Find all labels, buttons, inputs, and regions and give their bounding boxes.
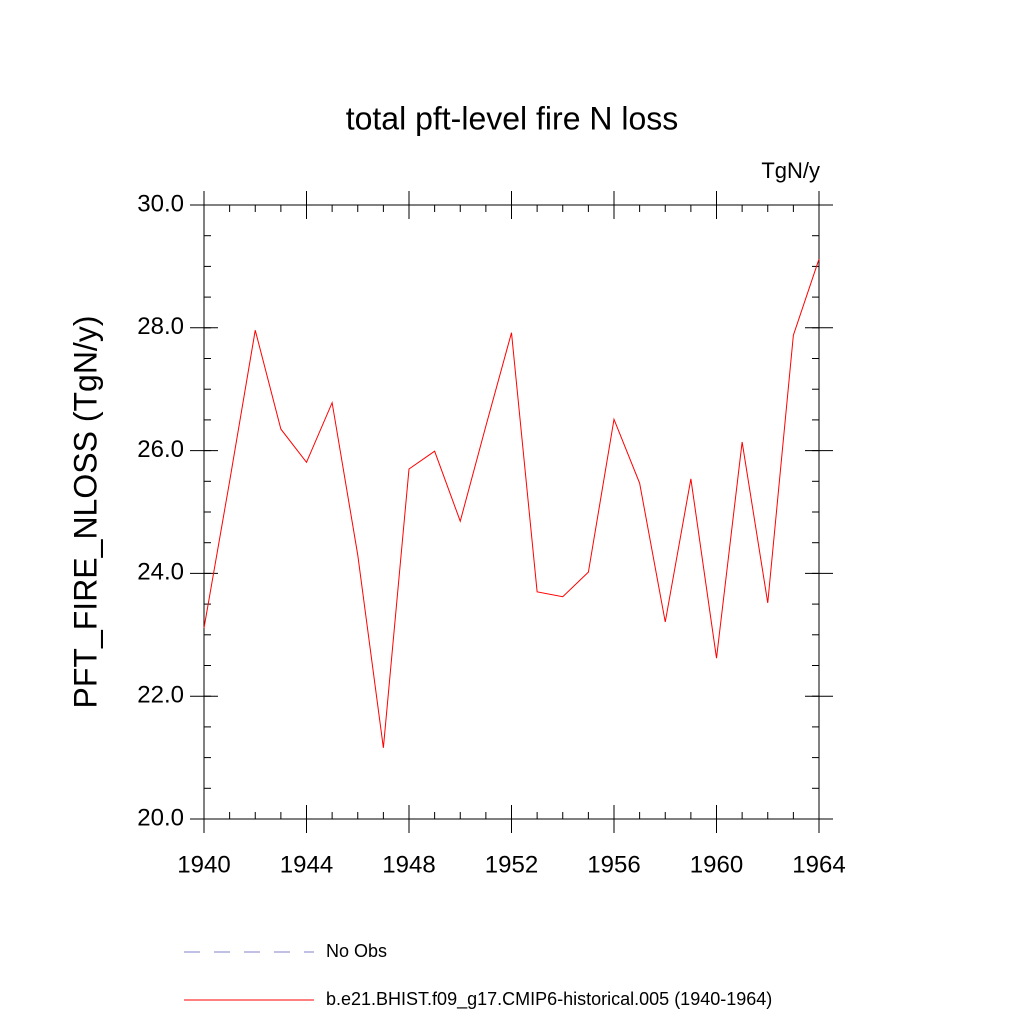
units-label: TgN/y <box>761 158 820 183</box>
x-tick-label: 1960 <box>690 851 743 878</box>
y-tick-label: 30.0 <box>137 190 184 217</box>
x-tick-label: 1940 <box>177 851 230 878</box>
y-tick-label: 22.0 <box>137 682 184 709</box>
y-axis-title: PFT_FIRE_NLOSS (TgN/y) <box>67 316 103 709</box>
y-tick-label: 26.0 <box>137 436 184 463</box>
y-tick-label: 24.0 <box>137 559 184 586</box>
data-line <box>203 258 820 748</box>
x-tick-label: 1944 <box>280 851 333 878</box>
y-tick-label: 20.0 <box>137 804 184 831</box>
x-tick-label: 1956 <box>587 851 640 878</box>
x-tick-label: 1948 <box>382 851 435 878</box>
chart-title: total pft-level fire N loss <box>346 100 679 136</box>
x-tick-label: 1952 <box>485 851 538 878</box>
legend-label: No Obs <box>326 941 387 961</box>
legend-label: b.e21.BHIST.f09_g17.CMIP6-historical.005… <box>326 989 772 1010</box>
plot-frame <box>203 204 820 820</box>
y-tick-label: 28.0 <box>137 313 184 340</box>
x-tick-label: 1964 <box>792 851 845 878</box>
